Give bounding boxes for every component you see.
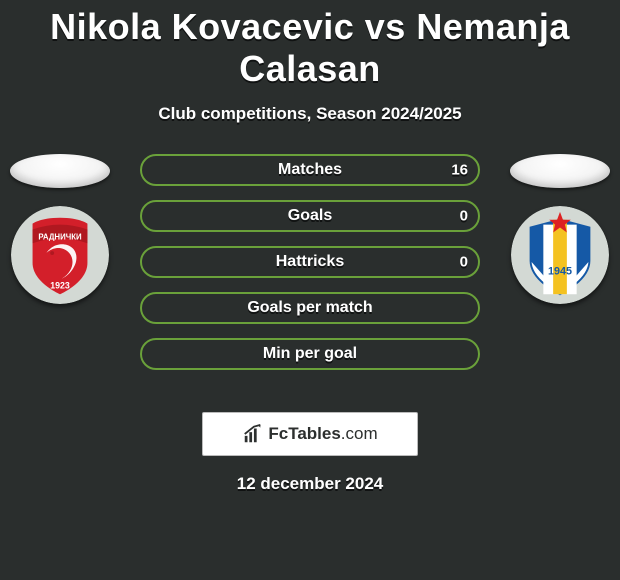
- svg-text:1945: 1945: [548, 266, 572, 278]
- player-left-photo: [10, 154, 110, 188]
- svg-text:РАДНИЧКИ: РАДНИЧКИ: [38, 232, 82, 241]
- page-title: Nikola Kovacevic vs Nemanja Calasan: [0, 0, 620, 90]
- club-right-crest: 1945: [511, 206, 609, 304]
- club-left-crest-svg: РАДНИЧКИ 1923: [11, 206, 109, 304]
- stat-row-goals: Goals 0: [140, 200, 480, 232]
- stat-label: Matches: [278, 161, 342, 179]
- stat-row-goals-per-match: Goals per match: [140, 292, 480, 324]
- season-subtitle: Club competitions, Season 2024/2025: [0, 104, 620, 124]
- stat-label: Min per goal: [263, 345, 357, 363]
- stat-row-min-per-goal: Min per goal: [140, 338, 480, 370]
- brand-text: FcTables.com: [268, 424, 377, 444]
- stat-label: Goals: [288, 207, 332, 225]
- brand-light: .com: [341, 424, 378, 443]
- stat-label: Goals per match: [247, 299, 372, 317]
- brand-badge: FcTables.com: [202, 412, 418, 456]
- stat-rows: Matches 16 Goals 0 Hattricks 0 Goals per match…: [140, 154, 480, 384]
- club-left-crest: РАДНИЧКИ 1923: [11, 206, 109, 304]
- comparison-area: РАДНИЧКИ 1923 1945 Matches16Goals0Hattri…: [0, 154, 620, 404]
- brand-strong: FcTables: [268, 424, 340, 443]
- player-left-column: РАДНИЧКИ 1923: [0, 154, 120, 304]
- stat-row-hattricks: Hattricks 0: [140, 246, 480, 278]
- stat-label: Hattricks: [276, 253, 344, 271]
- stat-value-right: 0: [460, 254, 468, 271]
- snapshot-date: 12 december 2024: [0, 474, 620, 494]
- stat-value-right: 16: [451, 162, 468, 179]
- svg-text:1923: 1923: [50, 280, 70, 290]
- player-right-photo: [510, 154, 610, 188]
- club-right-crest-svg: 1945: [511, 206, 609, 304]
- stat-value-right: 0: [460, 208, 468, 225]
- stat-row-matches: Matches 16: [140, 154, 480, 186]
- player-right-column: 1945: [500, 154, 620, 304]
- chart-icon: [242, 423, 264, 445]
